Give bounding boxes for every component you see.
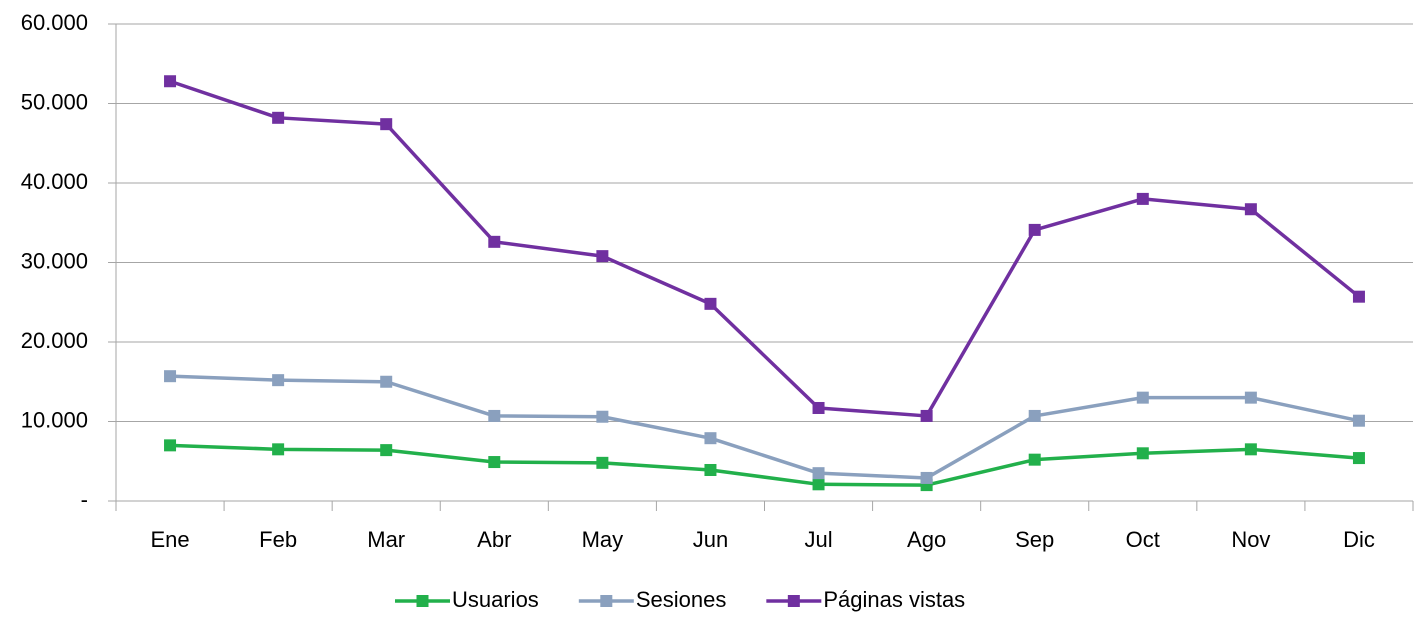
x-tick-label: Nov [1231,527,1270,552]
y-tick-label: 30.000 [21,248,88,273]
series-line [169,374,1360,480]
series-line [169,79,1361,418]
point [1136,447,1149,460]
y-tick-label: - [81,487,88,512]
point [704,432,717,445]
point [164,75,177,88]
x-tick-label: Ene [150,527,189,552]
legend-marker [600,595,613,607]
point [1028,453,1041,466]
point [380,118,393,131]
point [812,478,825,491]
point [1244,203,1257,216]
x-tick-label: Jun [693,527,728,552]
point [1028,223,1041,236]
point [920,409,933,422]
legend-label: Sesiones [636,587,727,612]
x-tick-label: Sep [1015,527,1054,552]
legend-marker [416,595,429,607]
point [272,111,285,124]
point [272,374,285,387]
x-tick-label: Jul [804,527,832,552]
y-tick-label: 50.000 [21,89,88,114]
point [1028,409,1041,422]
point [704,297,717,310]
point [164,370,177,383]
point [488,409,501,422]
x-tick-label: May [582,527,624,552]
point [812,401,825,414]
y-tick-label: 40.000 [21,169,88,194]
point [488,235,501,248]
series-line [169,443,1360,487]
point [1352,414,1365,427]
point [1136,192,1149,205]
x-tick-label: Feb [259,527,297,552]
y-tick-label: 10.000 [21,407,88,432]
point [596,410,609,423]
point [704,463,717,476]
x-tick-label: Ago [907,527,946,552]
point [380,444,393,457]
x-tick-label: Abr [477,527,511,552]
x-tick-label: Mar [367,527,405,552]
point [380,375,393,388]
point [1352,290,1365,303]
point [1244,391,1257,404]
point [1352,452,1365,465]
point [1136,391,1149,404]
point [596,250,609,263]
point [488,456,501,469]
point [920,471,933,484]
point [164,439,177,452]
legend-marker [787,595,800,607]
point [272,443,285,456]
y-tick-label: 20.000 [21,328,88,353]
y-tick-label: 60.000 [21,10,88,35]
point [1244,443,1257,456]
legend-label: Usuarios [452,587,539,612]
point [812,467,825,480]
x-tick-label: Dic [1343,527,1375,552]
legend-label: Páginas vistas [823,587,965,612]
x-tick-label: Oct [1126,527,1160,552]
point [596,456,609,469]
